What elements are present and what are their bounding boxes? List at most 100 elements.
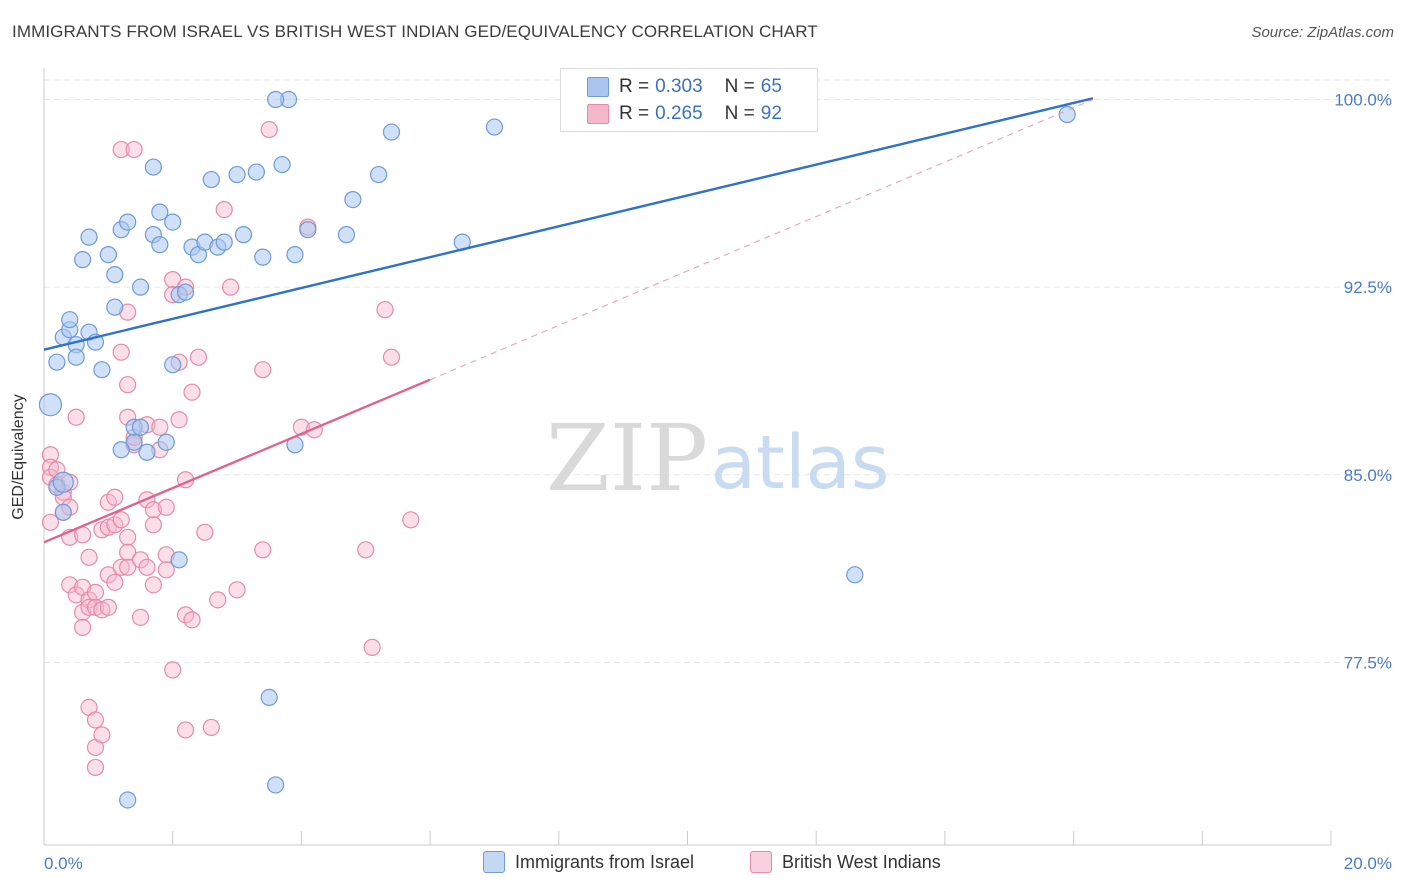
legend-r-value: 0.303: [655, 76, 703, 97]
bwi-point: [151, 418, 169, 436]
bwi-point: [61, 576, 79, 594]
israel-point: [119, 791, 137, 809]
bwi-point: [222, 278, 240, 296]
israel-point: [151, 236, 169, 254]
israel-point: [344, 190, 362, 209]
bwi-point: [112, 140, 130, 159]
bwi-point: [376, 301, 394, 319]
israel-point: [202, 170, 220, 189]
bwi-point: [99, 598, 117, 616]
tick-labels: 77.5% 85.0% 92.5% 100.0% 0.0% 20.0%: [44, 91, 1392, 873]
bwi-point: [131, 608, 150, 626]
israel-point: [254, 248, 272, 266]
israel-point: [93, 361, 111, 379]
legend-r-value: 0.265: [655, 103, 703, 124]
bwi-point: [112, 511, 130, 529]
israel-point: [54, 503, 72, 521]
bwi-point: [67, 408, 85, 426]
bwi-point: [106, 573, 124, 591]
israel-point: [144, 158, 162, 176]
legend-n-value: 65: [760, 76, 782, 97]
israel-point: [247, 163, 265, 181]
correlation-legend: R = 0.303 N = 65 R = 0.265 N = 92: [560, 68, 818, 132]
y-tick-label: 92.5%: [1344, 278, 1392, 297]
bwi-point: [119, 558, 137, 576]
watermark-zip: ZIP: [546, 405, 708, 512]
bwi-point: [189, 348, 208, 366]
israel-point: [131, 418, 150, 436]
legend-label-israel: Immigrants from Israel: [515, 851, 695, 872]
bwi-point: [164, 661, 182, 679]
bwi-trendline: [43, 378, 431, 544]
bwi-point: [112, 343, 130, 361]
bwi-point: [183, 383, 201, 401]
bwi-point: [209, 591, 227, 609]
bwi-point: [176, 721, 195, 739]
bwi-point: [363, 638, 381, 656]
bwi-point: [119, 376, 137, 394]
israel-point: [267, 776, 285, 794]
bwi-point: [86, 711, 105, 729]
bwi-point: [119, 528, 137, 546]
watermark: ZIP atlas: [546, 405, 890, 512]
israel-point: [99, 246, 117, 264]
israel-point: [112, 441, 130, 459]
bwi-point: [215, 200, 233, 219]
bwi-point: [228, 581, 246, 599]
bwi-point: [254, 361, 272, 379]
legend-swatch-blue: [587, 77, 609, 97]
legend-row-bwi: R = 0.265 N = 92: [587, 101, 782, 127]
bwi-point: [164, 271, 182, 289]
bwi-trendline-extension: [429, 99, 1094, 381]
israel-point: [157, 433, 175, 451]
israel-point: [228, 165, 246, 184]
legend-n-value: 92: [760, 103, 782, 124]
israel-point: [273, 155, 291, 174]
israel-point: [74, 251, 92, 269]
bwi-point: [125, 140, 143, 159]
legend-n-label: N =: [724, 103, 755, 124]
israel-point: [846, 566, 864, 584]
israel-point: [106, 298, 124, 316]
bwi-point: [183, 611, 201, 629]
israel-point: [215, 233, 233, 251]
israel-point: [286, 246, 304, 264]
israel-point: [370, 165, 388, 184]
bwi-point: [93, 726, 111, 744]
bwi-point: [80, 548, 98, 566]
legend-item-israel[interactable]: Immigrants from Israel: [483, 851, 694, 873]
british-west-indians-points: [41, 120, 420, 777]
bwi-point: [112, 558, 130, 576]
israel-point: [267, 90, 285, 109]
bwi-point: [138, 558, 156, 576]
israel-point: [382, 123, 401, 141]
israel-point: [38, 393, 63, 417]
legend-r-label: R =: [619, 76, 650, 97]
bwi-point: [382, 348, 401, 366]
israel-point: [106, 266, 124, 284]
bwi-point: [157, 561, 175, 579]
israel-point: [52, 471, 74, 493]
israel-point: [61, 311, 79, 329]
israel-point: [48, 353, 66, 371]
bwi-point: [196, 523, 214, 541]
bwi-point: [80, 598, 98, 616]
israel-point: [151, 203, 169, 221]
bwi-point: [144, 501, 162, 519]
israel-point: [299, 221, 317, 239]
israel-trendline: [43, 97, 1094, 351]
bwi-point: [144, 516, 162, 534]
source-label: Source: ZipAtlas.com: [1251, 24, 1394, 41]
israel-point: [138, 443, 156, 461]
series-legend: Immigrants from Israel British West Indi…: [0, 851, 1406, 877]
legend-r-label: R =: [619, 103, 650, 124]
bwi-point: [41, 446, 60, 464]
legend-swatch-pink: [587, 104, 609, 124]
gridlines: [44, 79, 1392, 663]
israel-point: [67, 348, 85, 366]
legend-item-bwi[interactable]: British West Indians: [750, 851, 941, 873]
bwi-point: [86, 583, 105, 601]
legend-swatch-israel: [483, 851, 505, 873]
watermark-atlas: atlas: [711, 420, 890, 506]
